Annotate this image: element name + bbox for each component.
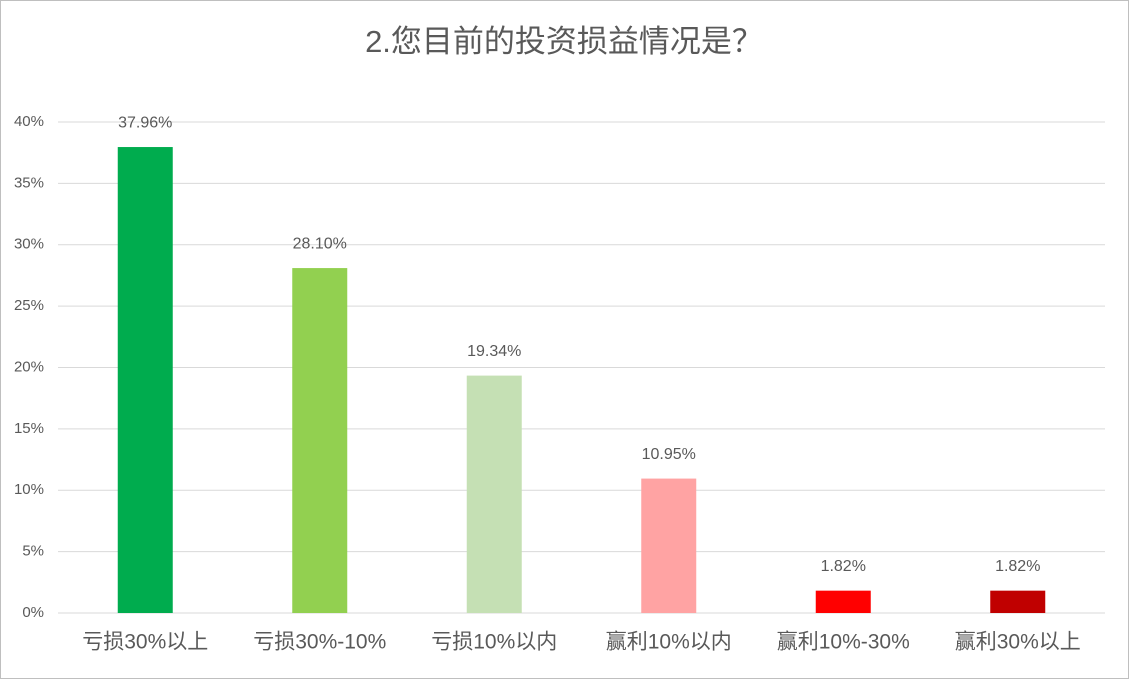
- x-tick-label: 亏损10%以内: [431, 631, 557, 654]
- y-tick-label: 30%: [14, 236, 44, 253]
- x-tick-label: 赢利10%-30%: [777, 631, 910, 654]
- y-tick-label: 40%: [14, 113, 44, 130]
- y-tick-label: 20%: [14, 358, 44, 375]
- bar: [990, 590, 1046, 613]
- value-label: 1.82%: [821, 558, 866, 575]
- value-label: 28.10%: [293, 235, 347, 252]
- value-label: 37.96%: [118, 114, 172, 131]
- y-tick-label: 0%: [22, 604, 44, 621]
- value-label: 1.82%: [995, 558, 1040, 575]
- y-tick-label: 35%: [14, 174, 44, 191]
- value-label: 19.34%: [467, 343, 521, 360]
- value-label: 10.95%: [642, 446, 696, 463]
- bar: [815, 590, 871, 613]
- x-tick-label: 亏损30%-10%: [253, 631, 386, 654]
- x-tick-label: 赢利30%以上: [955, 631, 1081, 654]
- bar: [466, 375, 522, 613]
- bar: [641, 478, 697, 613]
- x-tick-label: 赢利10%以内: [606, 631, 732, 654]
- y-tick-label: 25%: [14, 297, 44, 314]
- y-tick-label: 10%: [14, 481, 44, 498]
- x-tick-label: 亏损30%以上: [82, 631, 208, 654]
- y-tick-label: 15%: [14, 420, 44, 437]
- y-tick-label: 5%: [22, 543, 44, 560]
- chart-title: 2.您目前的投资损益情况是？: [365, 24, 763, 59]
- bar: [292, 268, 348, 613]
- bar: [117, 147, 173, 613]
